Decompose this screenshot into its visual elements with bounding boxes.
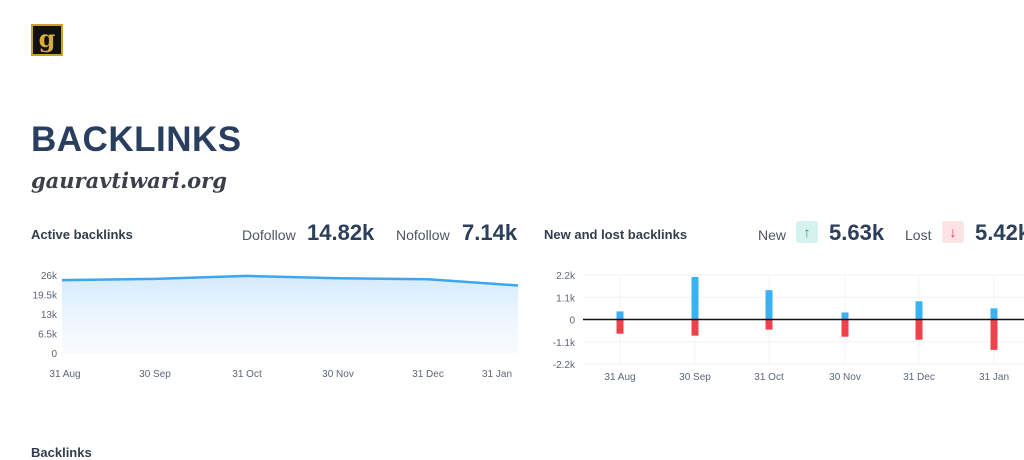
new-value: 5.63k xyxy=(829,220,885,245)
y-tick-label: -1.1k xyxy=(553,338,576,349)
bar xyxy=(765,319,773,330)
y-tick-label: 0 xyxy=(51,349,57,360)
nofollow-value: 7.14k xyxy=(462,220,518,245)
series-line xyxy=(61,274,519,287)
y-tick-label: 1.1k xyxy=(556,293,576,304)
x-tick-label: 30 Sep xyxy=(679,372,711,383)
bar xyxy=(841,319,849,337)
site-domain: gauravtiwari.org xyxy=(31,168,227,193)
y-tick-label: 0 xyxy=(569,316,575,327)
x-tick-label: 30 Nov xyxy=(829,372,861,383)
x-tick-label: 30 Nov xyxy=(322,369,354,380)
lost-value: 5.42k xyxy=(975,220,1024,245)
bar xyxy=(841,312,849,320)
y-tick-label: 13k xyxy=(41,310,58,321)
x-tick-label: 31 Dec xyxy=(412,369,444,380)
bar xyxy=(765,290,773,320)
nofollow-label: Nofollow xyxy=(396,227,450,243)
lost-label: Lost xyxy=(905,227,932,243)
x-tick-label: 31 Oct xyxy=(232,369,262,380)
arrow-up-icon: ↑ xyxy=(796,221,818,243)
bar xyxy=(915,301,923,320)
x-tick-label: 31 Oct xyxy=(754,372,784,383)
logo[interactable]: g xyxy=(31,24,63,56)
bar xyxy=(990,319,998,350)
bar xyxy=(691,319,699,336)
x-tick-label: 31 Jan xyxy=(979,372,1009,383)
area-fill xyxy=(62,275,518,353)
y-tick-label: 2.2k xyxy=(556,271,576,282)
bar xyxy=(990,308,998,320)
bar xyxy=(915,319,923,340)
x-tick-label: 31 Dec xyxy=(903,372,935,383)
x-tick-label: 31 Aug xyxy=(49,369,80,380)
new-label: New xyxy=(758,227,787,243)
x-tick-label: 31 Jan xyxy=(482,369,512,380)
new-lost-title: New and lost backlinks xyxy=(544,227,688,242)
active-backlinks-title: Active backlinks xyxy=(31,227,133,242)
bar xyxy=(691,277,699,320)
page-title: BACKLINKS xyxy=(31,120,242,159)
y-tick-label: -2.2k xyxy=(553,360,576,371)
y-tick-label: 26k xyxy=(41,271,58,282)
bar xyxy=(616,319,624,334)
y-tick-label: 6.5k xyxy=(38,330,58,341)
y-tick-label: 19.5k xyxy=(33,291,58,302)
bar xyxy=(616,311,624,320)
dofollow-label: Dofollow xyxy=(242,227,296,243)
arrow-down-icon: ↓ xyxy=(942,221,964,243)
x-tick-label: 30 Sep xyxy=(139,369,171,380)
dofollow-value: 14.82k xyxy=(307,220,375,245)
backlinks-section-title: Backlinks xyxy=(31,445,92,460)
x-tick-label: 31 Aug xyxy=(604,372,635,383)
